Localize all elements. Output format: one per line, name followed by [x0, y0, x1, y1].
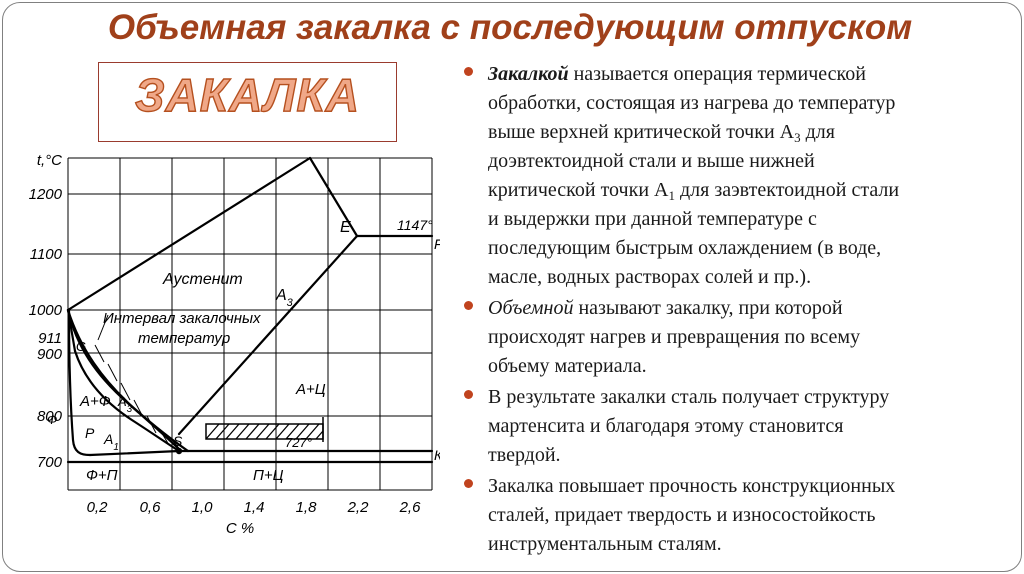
- svg-text:900: 900: [37, 346, 63, 363]
- svg-text:1,8: 1,8: [296, 499, 318, 516]
- svg-text:Е: Е: [340, 219, 351, 236]
- svg-text:температур: температур: [138, 330, 230, 347]
- svg-text:2,2: 2,2: [347, 499, 370, 516]
- svg-text:Ф: Ф: [47, 412, 57, 427]
- svg-text:1000: 1000: [29, 302, 63, 319]
- svg-text:1,0: 1,0: [192, 499, 214, 516]
- svg-text:S: S: [173, 433, 183, 449]
- svg-text:2,6: 2,6: [399, 499, 422, 516]
- svg-text:911: 911: [38, 330, 62, 347]
- svg-text:1,4: 1,4: [244, 499, 265, 516]
- svg-text:К: К: [434, 447, 440, 463]
- svg-text:А+Ц: А+Ц: [295, 381, 326, 398]
- svg-text:А3: А3: [275, 287, 294, 309]
- svg-text:П+Ц: П+Ц: [253, 467, 284, 484]
- svg-text:А1: А1: [103, 431, 119, 453]
- svg-text:700: 700: [37, 454, 63, 471]
- svg-text:Р: Р: [85, 425, 95, 441]
- svg-text:t,°C: t,°C: [37, 152, 62, 169]
- svg-text:0,6: 0,6: [140, 499, 162, 516]
- svg-text:Интервал закалочных: Интервал закалочных: [103, 310, 261, 327]
- svg-text:C %: C %: [226, 520, 254, 537]
- svg-text:1200: 1200: [29, 186, 63, 203]
- svg-text:Аустенит: Аустенит: [162, 271, 243, 288]
- svg-text:F: F: [434, 236, 440, 252]
- svg-text:Ф+П: Ф+П: [86, 467, 118, 484]
- svg-text:1147°: 1147°: [397, 217, 433, 233]
- svg-text:727°: 727°: [285, 435, 312, 450]
- svg-text:G: G: [76, 339, 86, 354]
- svg-text:A+Ф: A+Ф: [79, 393, 111, 410]
- svg-text:1100: 1100: [30, 246, 63, 263]
- svg-text:0,2: 0,2: [87, 499, 109, 516]
